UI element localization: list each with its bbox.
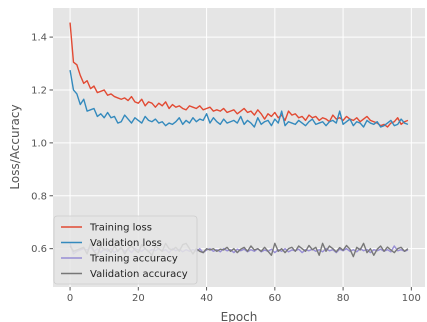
y-tick-label: 1.0 bbox=[31, 138, 47, 149]
training-loss-line bbox=[69, 22, 409, 128]
y-tick-label: 1.2 bbox=[31, 85, 47, 96]
y-tick-label: 1.4 bbox=[31, 33, 47, 44]
validation-loss-line bbox=[69, 70, 409, 128]
x-tick-label: 80 bbox=[337, 293, 350, 304]
x-axis: 0 20 40 60 80 100 bbox=[67, 287, 421, 304]
x-tick-label: 20 bbox=[132, 293, 145, 304]
legend-box bbox=[53, 215, 198, 285]
x-tick-label: 60 bbox=[268, 293, 281, 304]
x-tick-label: 0 bbox=[67, 293, 73, 304]
training-accuracy-legend-label: Training accuracy bbox=[89, 254, 178, 265]
validation-accuracy-legend-label: Validation accuracy bbox=[90, 269, 188, 280]
y-axis: 0.6 0.8 1.0 1.2 1.4 bbox=[31, 33, 53, 255]
x-tick-label: 40 bbox=[200, 293, 213, 304]
y-tick-label: 0.8 bbox=[31, 191, 47, 202]
x-tick-label: 100 bbox=[402, 293, 421, 304]
grid bbox=[53, 8, 425, 287]
training-loss-legend-label: Training loss bbox=[89, 223, 152, 234]
validation-loss-legend-label: Validation loss bbox=[90, 238, 162, 249]
y-tick-label: 0.6 bbox=[31, 244, 47, 255]
y-axis-label: Loss/Accuracy bbox=[8, 104, 22, 189]
x-axis-label: Epoch bbox=[221, 310, 258, 322]
legend: Training loss Validation loss Training acc… bbox=[53, 215, 198, 285]
